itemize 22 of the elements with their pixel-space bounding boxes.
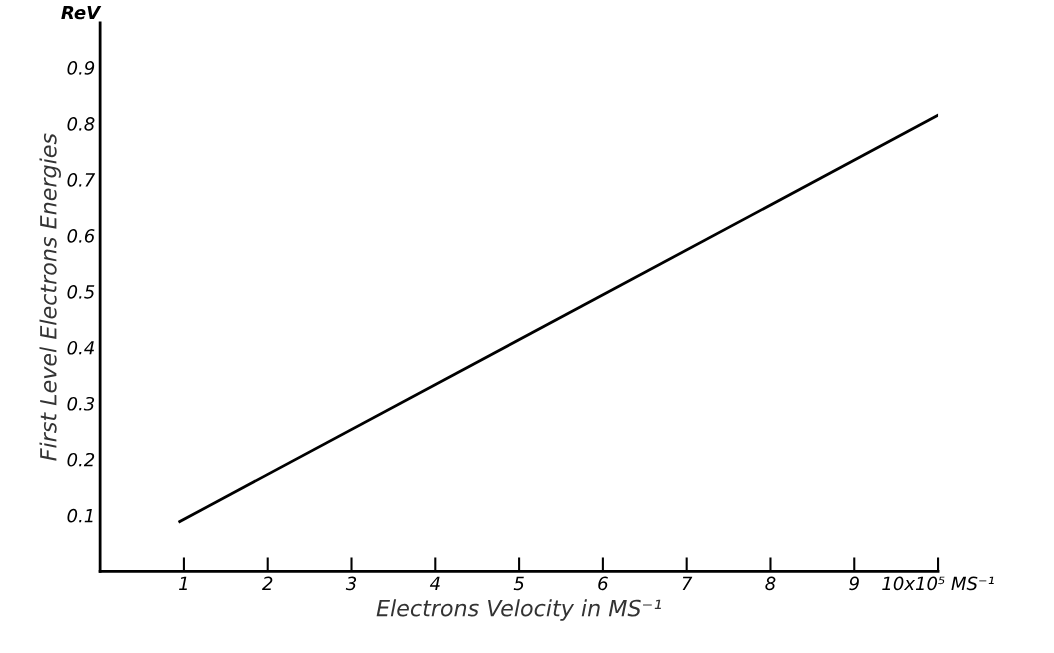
y-tick-label: 0.1 — [67, 508, 93, 523]
y-tick-label: 0.4 — [67, 340, 94, 355]
y-tick-label: 0.9 — [67, 61, 95, 75]
text: ReV — [61, 5, 102, 20]
x-tick-label: 7 — [682, 576, 693, 590]
x-tick-label: 8 — [765, 576, 776, 591]
y-axis-title: First Level Electrons Energies — [39, 133, 61, 461]
x-tick-label: 2 — [262, 576, 273, 590]
x-tick-label: 9 — [849, 576, 859, 591]
x-tick-label: 5 — [513, 576, 524, 591]
x-axis-title: Electrons Velocity in MS⁻¹ — [376, 599, 661, 621]
y-tick-label: 0.5 — [67, 284, 95, 299]
x-tick-label: 3 — [345, 576, 357, 591]
y-tick-label: 0.7 — [67, 173, 96, 187]
y-tick-label: 0.6 — [67, 229, 95, 243]
y-tick-label: 0.3 — [67, 396, 95, 411]
y-tick-label: 0.2 — [67, 452, 95, 467]
x-tick-label: 6 — [598, 576, 608, 591]
x-tick-label: 4 — [429, 576, 440, 590]
x-tick-label: 10x10⁵ MS⁻¹ — [882, 576, 994, 591]
x-tick-label: 1 — [179, 576, 187, 590]
y-tick-label: 0.8 — [67, 117, 95, 131]
